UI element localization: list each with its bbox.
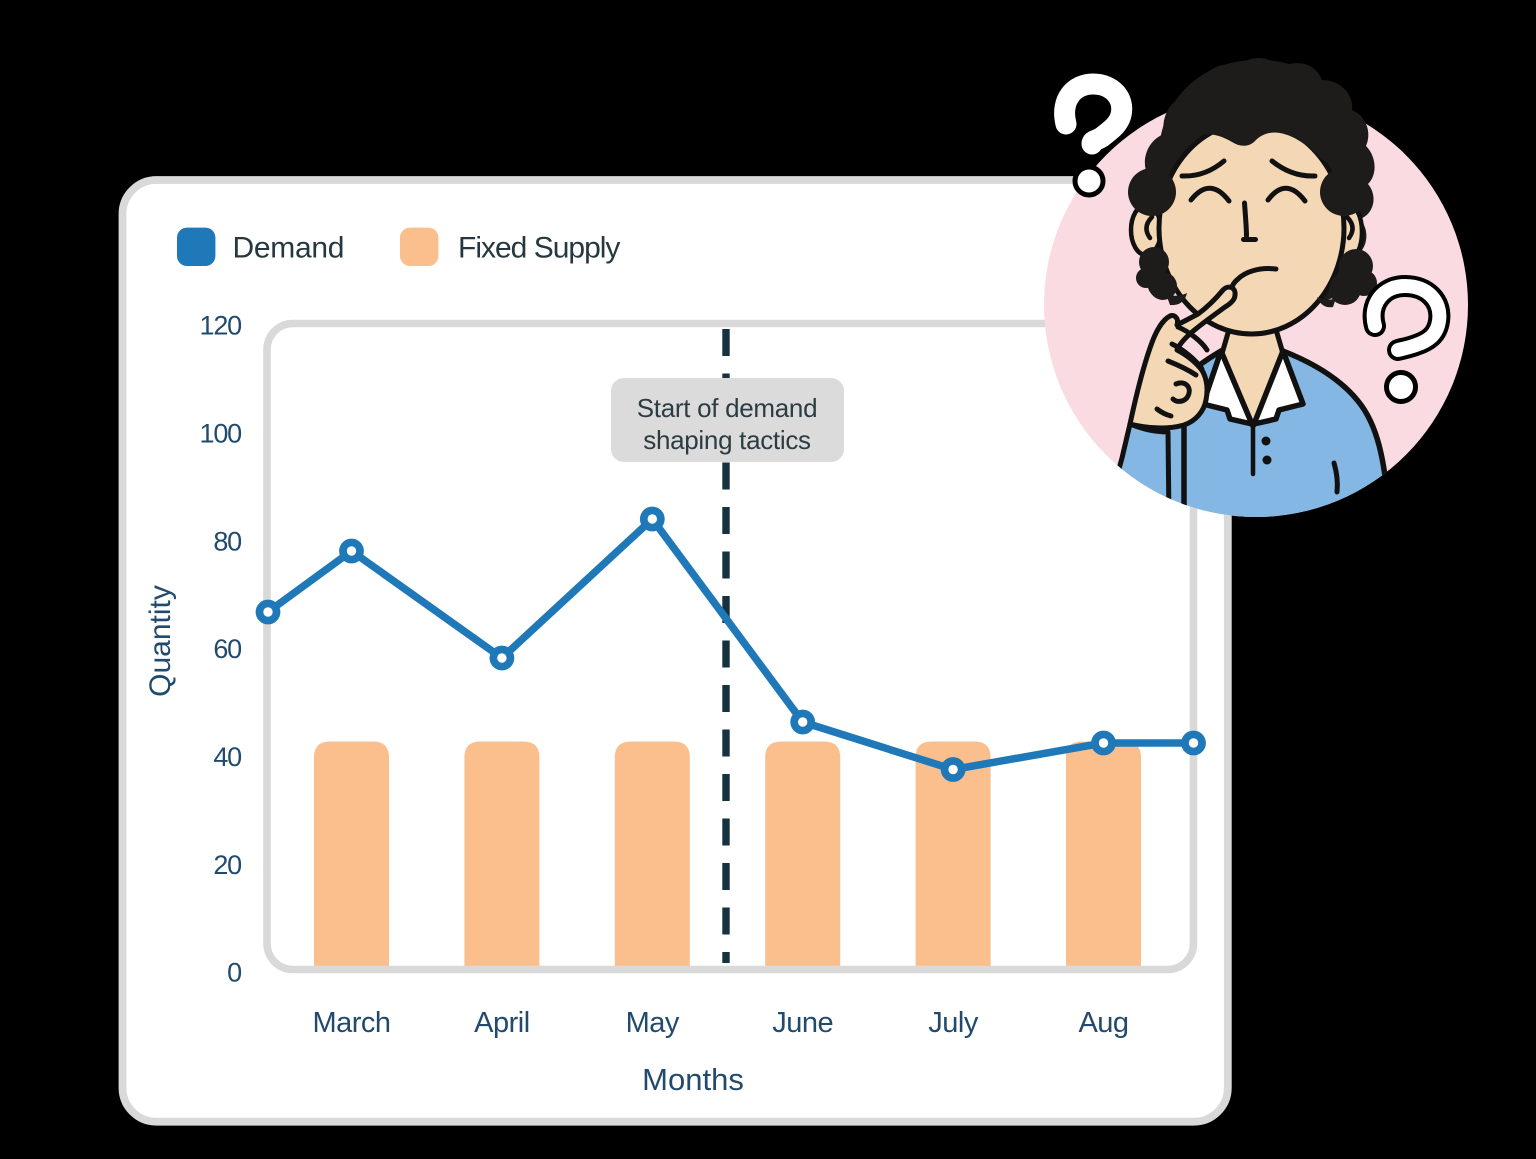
svg-text:July: July — [928, 1007, 979, 1039]
svg-text:March: March — [312, 1007, 390, 1039]
svg-text:20: 20 — [213, 850, 241, 880]
svg-text:May: May — [626, 1007, 680, 1039]
svg-text:Aug: Aug — [1078, 1007, 1128, 1039]
svg-text:0: 0 — [227, 958, 241, 988]
svg-text:40: 40 — [213, 742, 241, 772]
svg-text:Months: Months — [642, 1062, 744, 1097]
svg-text:Quantity: Quantity — [144, 585, 177, 697]
svg-text:April: April — [474, 1007, 530, 1039]
svg-text:June: June — [772, 1007, 833, 1039]
svg-text:Fixed Supply: Fixed Supply — [458, 232, 620, 265]
svg-text:80: 80 — [213, 526, 241, 556]
svg-text:100: 100 — [200, 419, 242, 449]
svg-text:Start of demand: Start of demand — [637, 393, 818, 423]
svg-text:120: 120 — [200, 311, 242, 341]
svg-text:shaping tactics: shaping tactics — [643, 425, 811, 455]
svg-text:Demand: Demand — [233, 232, 345, 265]
svg-text:60: 60 — [213, 634, 241, 664]
